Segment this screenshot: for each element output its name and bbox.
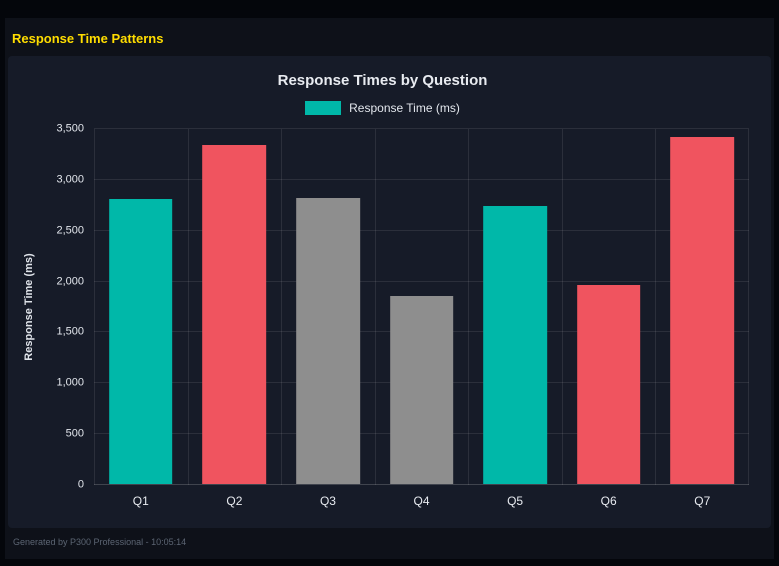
y-tick-label: 2,000 <box>56 275 84 288</box>
gridline-vertical <box>187 129 189 485</box>
y-tick-label: 0 <box>77 478 84 491</box>
legend: Response Time (ms) <box>16 101 749 115</box>
x-tick-label: Q1 <box>132 494 149 508</box>
bar-q2[interactable] <box>202 145 267 484</box>
bar-q7[interactable] <box>670 137 735 484</box>
gridline-vertical <box>561 129 563 485</box>
gridline-horizontal <box>94 280 749 282</box>
gridline-vertical <box>468 129 470 485</box>
page-title: Response Time Patterns <box>12 31 164 46</box>
plot-area <box>94 128 749 485</box>
x-tick-labels: Q1 Q2 Q3 Q4 Q5 Q6 Q7 <box>94 485 749 508</box>
gridline-vertical <box>374 129 376 485</box>
gridline-horizontal <box>94 128 749 129</box>
bar-q5[interactable] <box>483 206 547 484</box>
x-tick-label: Q5 <box>507 494 524 508</box>
app-background: Response Time Patterns Response Times by… <box>5 18 774 559</box>
legend-label: Response Time (ms) <box>349 101 460 115</box>
y-tick-labels: 0 500 1,000 1,500 2,000 2,500 3,000 3,500 <box>42 123 94 490</box>
y-tick-label: 3,000 <box>56 173 84 186</box>
gridline-vertical <box>94 129 95 485</box>
y-axis-title-column: Response Time (ms) <box>16 129 42 485</box>
bar-q1[interactable] <box>108 199 173 484</box>
gridline-horizontal <box>94 178 749 180</box>
gridline-vertical <box>281 129 283 485</box>
legend-swatch <box>305 101 342 115</box>
y-axis-title: Response Time (ms) <box>23 253 35 361</box>
y-tick-label: 2,500 <box>56 224 84 237</box>
x-tick-label: Q3 <box>319 494 336 508</box>
top-black-bar <box>0 0 779 18</box>
y-tick-label: 500 <box>65 427 84 440</box>
chart-body: Response Time (ms) 0 500 1,000 1,500 2,000 2,… <box>16 123 749 490</box>
gridline-horizontal <box>94 484 749 485</box>
bar-q4[interactable] <box>389 295 454 484</box>
bar-q6[interactable] <box>576 284 641 484</box>
footer-generated-by: Generated by P300 Professional - 10:05:1… <box>13 537 187 547</box>
gridline-horizontal <box>94 229 749 231</box>
y-tick-label: 1,500 <box>56 325 84 338</box>
x-tick-label: Q6 <box>600 494 617 508</box>
x-tick-label: Q4 <box>413 494 430 508</box>
bar-q3[interactable] <box>296 198 360 484</box>
gridline-vertical <box>655 129 657 485</box>
y-tick-label: 1,000 <box>56 376 84 389</box>
legend-item-response-time[interactable]: Response Time (ms) <box>305 101 460 115</box>
gridline-vertical <box>748 129 749 485</box>
chart-card: Response Times by Question Response Time… <box>8 56 771 528</box>
y-tick-label: 3,500 <box>56 122 84 135</box>
x-tick-label: Q2 <box>226 494 243 508</box>
x-tick-label: Q7 <box>694 494 711 508</box>
chart-title: Response Times by Question <box>277 72 488 89</box>
